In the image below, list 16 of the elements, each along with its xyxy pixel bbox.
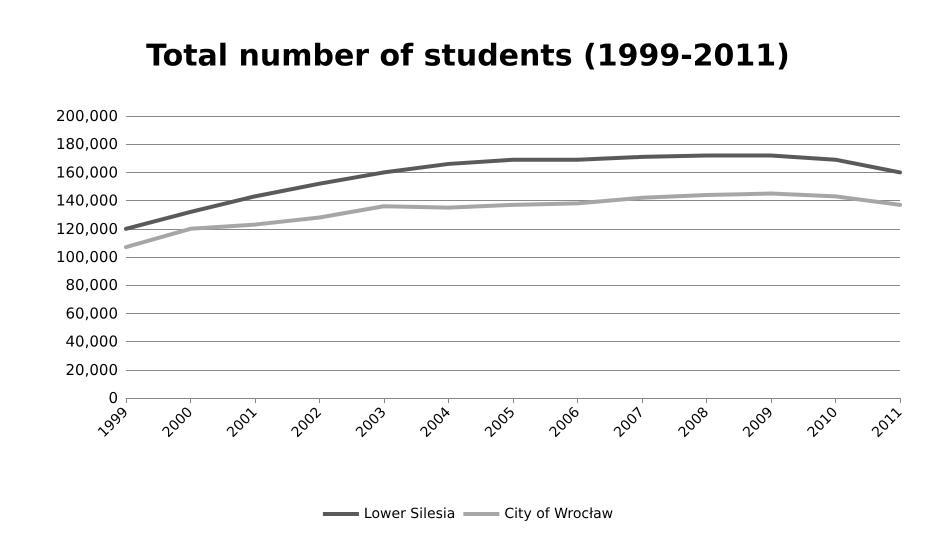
legend-label: Lower Silesia — [364, 506, 456, 522]
legend-label: City of Wrocław — [504, 506, 614, 522]
line-series — [124, 192, 902, 250]
y-tick-label: 200,000 — [56, 107, 118, 125]
y-tick-label: 20,000 — [66, 360, 118, 379]
y-tick-label: 120,000 — [56, 220, 118, 238]
y-tick-label: 40,000 — [66, 332, 118, 351]
y-tick-label: 160,000 — [56, 163, 118, 182]
y-tick-label: 80,000 — [66, 276, 118, 294]
line-series — [124, 153, 902, 231]
y-tick-label: 100,000 — [56, 248, 118, 266]
y-tick-label: 140,000 — [56, 192, 118, 210]
y-tick-label: 0 — [108, 389, 118, 407]
y-tick-label: 60,000 — [66, 304, 118, 322]
y-tick-label: 180,000 — [56, 135, 118, 154]
chart-title: Total number of students (1999-2011) — [146, 38, 790, 74]
